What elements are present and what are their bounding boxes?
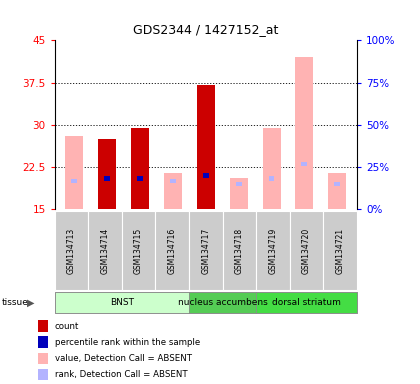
- Bar: [137, 176, 143, 180]
- Bar: [65, 136, 83, 209]
- Bar: [230, 178, 248, 209]
- Bar: [262, 127, 281, 209]
- Text: BNST: BNST: [110, 298, 134, 307]
- Bar: [131, 127, 149, 209]
- Text: tissue: tissue: [2, 298, 29, 307]
- Bar: [71, 179, 77, 184]
- Bar: [328, 173, 346, 209]
- Text: GSM134721: GSM134721: [336, 227, 345, 274]
- Text: GSM134715: GSM134715: [134, 227, 143, 274]
- Bar: [302, 162, 307, 167]
- Text: dorsal striatum: dorsal striatum: [272, 298, 341, 307]
- Bar: [104, 176, 110, 180]
- Bar: [334, 182, 340, 186]
- Bar: [268, 176, 275, 180]
- Bar: [236, 182, 242, 186]
- Text: GSM134717: GSM134717: [201, 227, 210, 274]
- Text: GSM134714: GSM134714: [100, 227, 110, 274]
- Text: count: count: [55, 321, 79, 331]
- Text: rank, Detection Call = ABSENT: rank, Detection Call = ABSENT: [55, 370, 187, 379]
- Title: GDS2344 / 1427152_at: GDS2344 / 1427152_at: [133, 23, 278, 36]
- Bar: [170, 179, 176, 184]
- Text: GSM134716: GSM134716: [168, 227, 177, 274]
- Text: ▶: ▶: [26, 297, 34, 308]
- Bar: [164, 173, 182, 209]
- Bar: [197, 85, 215, 209]
- Text: GSM134719: GSM134719: [268, 227, 278, 274]
- Bar: [98, 139, 116, 209]
- Text: GSM134718: GSM134718: [235, 227, 244, 274]
- Text: value, Detection Call = ABSENT: value, Detection Call = ABSENT: [55, 354, 192, 363]
- Text: GSM134720: GSM134720: [302, 227, 311, 274]
- Text: percentile rank within the sample: percentile rank within the sample: [55, 338, 200, 347]
- Text: GSM134713: GSM134713: [67, 227, 76, 274]
- Text: nucleus accumbens: nucleus accumbens: [178, 298, 268, 307]
- Bar: [295, 57, 313, 209]
- Bar: [203, 173, 209, 178]
